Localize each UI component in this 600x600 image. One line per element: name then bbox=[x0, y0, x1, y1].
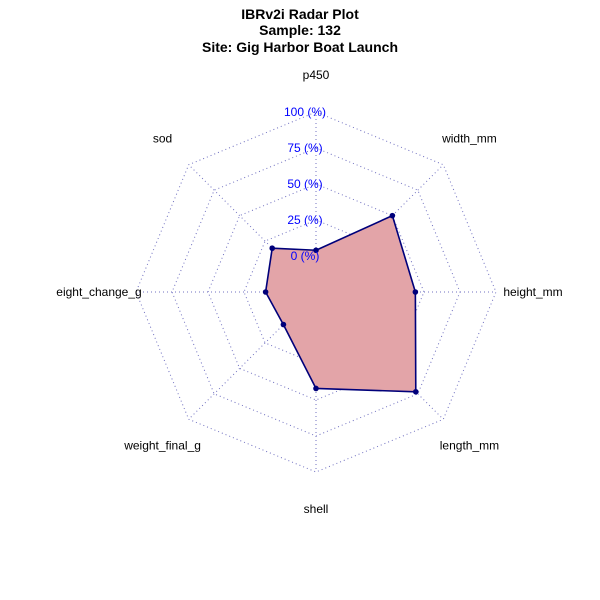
data-point-width-mm bbox=[389, 212, 396, 219]
axis-label-eight-change-g: eight_change_g bbox=[56, 285, 141, 299]
data-point-p450 bbox=[313, 247, 319, 254]
axis-label-length-mm: length_mm bbox=[440, 438, 499, 452]
data-point-height-mm bbox=[412, 289, 419, 295]
ring-labels: 0 (%) 25 (%) 50 (%) 75 (%) 100 (%) bbox=[284, 105, 326, 263]
ring-label-0: 0 (%) bbox=[291, 249, 320, 263]
axis-label-p450: p450 bbox=[303, 68, 330, 82]
grid-spoke-weight-final-g bbox=[188, 317, 291, 420]
chart-subtitle-sample: Sample: 132 bbox=[259, 22, 341, 38]
data-point-shell bbox=[313, 385, 319, 392]
ring-label-75: 75 (%) bbox=[287, 141, 322, 155]
axis-label-weight-final-g: weight_final_g bbox=[123, 438, 201, 452]
data-point-sod bbox=[269, 245, 276, 252]
ring-label-100: 100 (%) bbox=[284, 105, 326, 119]
data-point-weight-final-g bbox=[280, 321, 287, 328]
axis-label-shell: shell bbox=[304, 502, 329, 516]
data-point-eight-change-g bbox=[262, 289, 269, 295]
ring-label-50: 50 (%) bbox=[287, 177, 322, 191]
axis-label-sod: sod bbox=[153, 132, 172, 146]
axis-label-width-mm: width_mm bbox=[441, 132, 497, 146]
data-point-length-mm bbox=[412, 388, 419, 395]
data-layer bbox=[262, 212, 419, 395]
data-polygon bbox=[264, 214, 417, 393]
chart-subtitle-site: Site: Gig Harbor Boat Launch bbox=[202, 39, 398, 55]
ring-label-25: 25 (%) bbox=[287, 213, 322, 227]
chart-title: IBRv2i Radar Plot bbox=[241, 6, 359, 22]
axis-label-height-mm: height_mm bbox=[503, 285, 562, 299]
